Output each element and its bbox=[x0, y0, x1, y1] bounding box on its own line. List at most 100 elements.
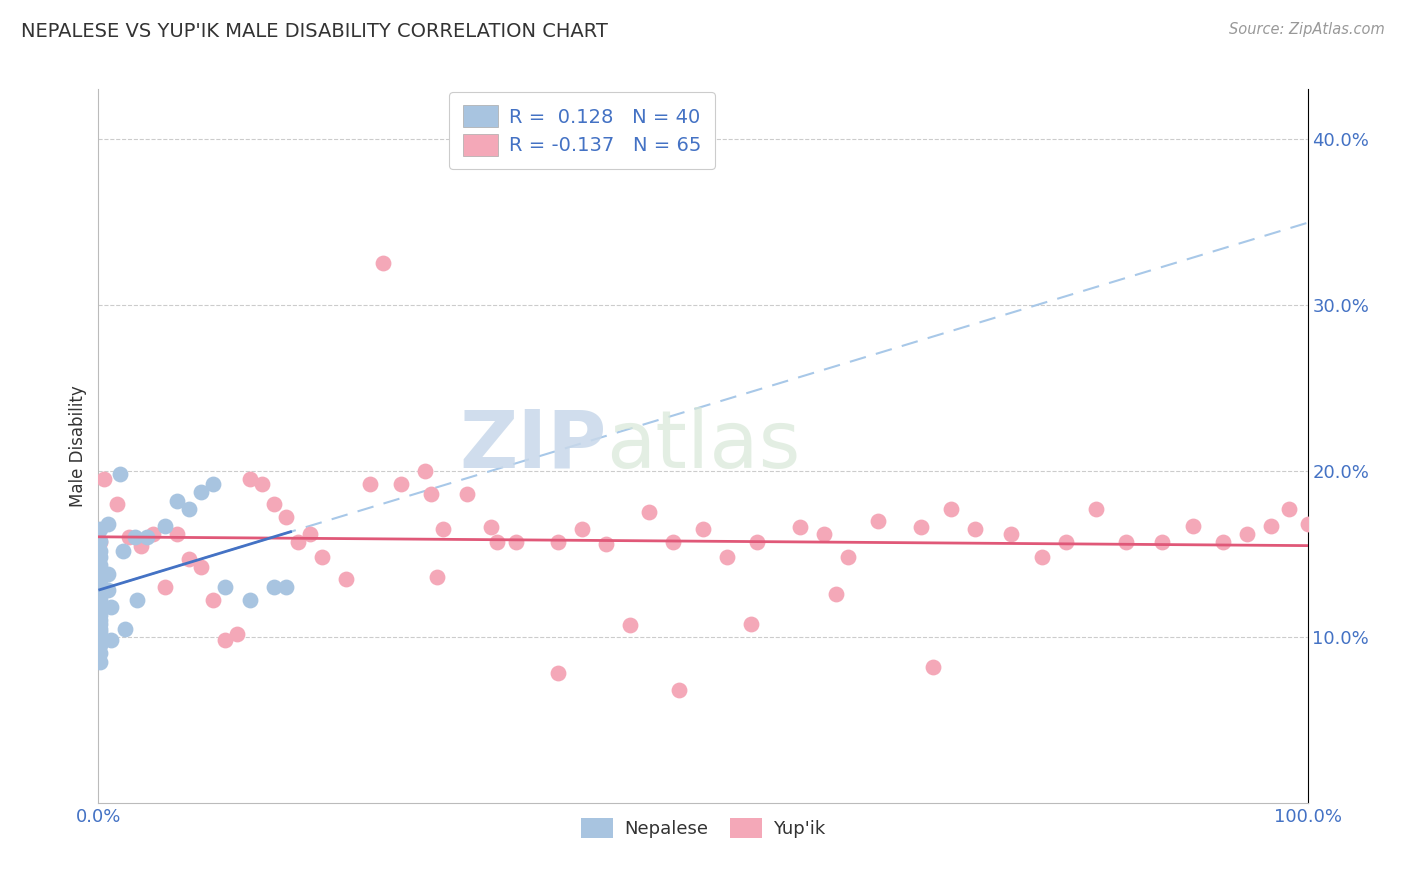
Point bbox=[89, 543, 111, 558]
Point bbox=[426, 570, 449, 584]
Point bbox=[89, 655, 111, 669]
Point bbox=[1085, 502, 1108, 516]
Point bbox=[668, 682, 690, 697]
Point bbox=[89, 599, 111, 614]
Point bbox=[619, 618, 641, 632]
Point bbox=[89, 630, 111, 644]
Point bbox=[371, 256, 394, 270]
Point bbox=[89, 591, 111, 606]
Point bbox=[105, 497, 128, 511]
Point bbox=[1278, 502, 1301, 516]
Point bbox=[127, 593, 149, 607]
Point bbox=[202, 477, 225, 491]
Point bbox=[166, 493, 188, 508]
Point bbox=[89, 576, 111, 591]
Point bbox=[97, 566, 120, 581]
Point bbox=[595, 537, 617, 551]
Point bbox=[921, 659, 943, 673]
Point bbox=[420, 487, 443, 501]
Point bbox=[89, 638, 111, 652]
Point bbox=[202, 593, 225, 607]
Y-axis label: Male Disability: Male Disability bbox=[69, 385, 87, 507]
Point bbox=[505, 535, 527, 549]
Point bbox=[153, 580, 176, 594]
Point bbox=[263, 580, 285, 594]
Point bbox=[89, 522, 111, 536]
Point bbox=[789, 520, 811, 534]
Point bbox=[868, 514, 890, 528]
Point bbox=[89, 550, 111, 565]
Point bbox=[1181, 518, 1204, 533]
Point bbox=[389, 477, 412, 491]
Point bbox=[89, 622, 111, 636]
Point bbox=[89, 616, 111, 631]
Point bbox=[1152, 535, 1174, 549]
Text: ZIP: ZIP bbox=[458, 407, 606, 485]
Point bbox=[571, 522, 593, 536]
Point bbox=[190, 560, 212, 574]
Point bbox=[250, 477, 273, 491]
Point bbox=[456, 487, 478, 501]
Point bbox=[153, 518, 176, 533]
Point bbox=[311, 550, 333, 565]
Point bbox=[142, 527, 165, 541]
Point bbox=[89, 533, 111, 548]
Point bbox=[335, 572, 357, 586]
Point bbox=[1000, 527, 1022, 541]
Point bbox=[547, 666, 569, 681]
Text: NEPALESE VS YUP'IK MALE DISABILITY CORRELATION CHART: NEPALESE VS YUP'IK MALE DISABILITY CORRE… bbox=[21, 22, 607, 41]
Point bbox=[432, 522, 454, 536]
Point bbox=[118, 530, 141, 544]
Point bbox=[129, 539, 152, 553]
Point bbox=[360, 477, 382, 491]
Point bbox=[1236, 527, 1258, 541]
Point bbox=[89, 633, 111, 648]
Point bbox=[274, 510, 297, 524]
Point bbox=[97, 583, 120, 598]
Point bbox=[114, 622, 136, 636]
Text: Source: ZipAtlas.com: Source: ZipAtlas.com bbox=[1229, 22, 1385, 37]
Point bbox=[481, 520, 503, 534]
Point bbox=[89, 566, 111, 581]
Point bbox=[97, 516, 120, 531]
Point bbox=[108, 467, 131, 482]
Point bbox=[692, 522, 714, 536]
Point bbox=[89, 558, 111, 573]
Point bbox=[965, 522, 987, 536]
Point bbox=[89, 608, 111, 623]
Point bbox=[486, 535, 509, 549]
Point bbox=[190, 485, 212, 500]
Point bbox=[747, 535, 769, 549]
Point bbox=[661, 535, 683, 549]
Point bbox=[740, 616, 762, 631]
Point bbox=[226, 626, 249, 640]
Point bbox=[89, 647, 111, 661]
Point bbox=[1296, 516, 1319, 531]
Point bbox=[93, 472, 115, 486]
Point bbox=[825, 587, 848, 601]
Point bbox=[111, 543, 134, 558]
Point bbox=[1054, 535, 1077, 549]
Point bbox=[166, 527, 188, 541]
Point bbox=[214, 633, 236, 648]
Point bbox=[239, 472, 262, 486]
Point bbox=[287, 535, 309, 549]
Point bbox=[100, 633, 122, 648]
Legend: Nepalese, Yup'ik: Nepalese, Yup'ik bbox=[572, 809, 834, 847]
Point bbox=[910, 520, 932, 534]
Text: atlas: atlas bbox=[606, 407, 800, 485]
Point bbox=[89, 583, 111, 598]
Point bbox=[813, 527, 835, 541]
Point bbox=[1031, 550, 1053, 565]
Point bbox=[179, 502, 201, 516]
Point bbox=[637, 505, 659, 519]
Point bbox=[299, 527, 322, 541]
Point bbox=[100, 599, 122, 614]
Point bbox=[716, 550, 738, 565]
Point bbox=[837, 550, 859, 565]
Point bbox=[89, 624, 111, 639]
Point bbox=[1212, 535, 1234, 549]
Point bbox=[274, 580, 297, 594]
Point bbox=[239, 593, 262, 607]
Point bbox=[179, 552, 201, 566]
